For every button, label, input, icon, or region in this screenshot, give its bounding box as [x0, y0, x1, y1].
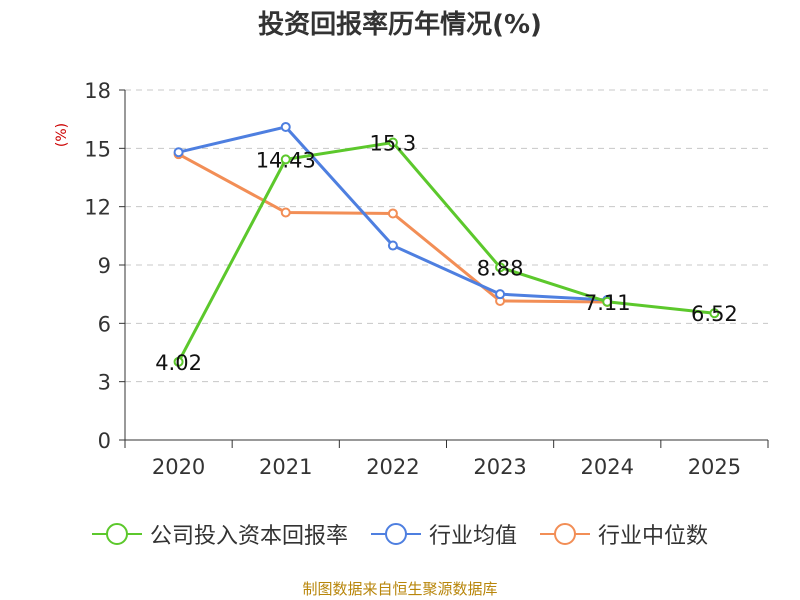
legend-item-company[interactable]: 公司投入资本回报率	[91, 518, 348, 550]
data-label: 7.11	[584, 291, 631, 315]
axes: 0 3 6 9 12 15 18 2020 2021 2022 2023 2024 2025	[84, 79, 769, 479]
y-tick-label: 3	[98, 371, 111, 395]
legend-label: 公司投入资本回报率	[149, 524, 348, 549]
series-line	[177, 140, 715, 363]
data-label: 14.43	[256, 148, 316, 172]
data-labels: 4.02 14.43 15.3 8.88 7.11 6.52	[155, 132, 738, 375]
legend-item-industry-median[interactable]: 行业中位数	[540, 518, 708, 550]
data-point	[387, 137, 398, 148]
legend-marker-company	[91, 523, 142, 545]
data-label: 4.02	[155, 351, 202, 375]
y-tick-label: 18	[84, 79, 111, 103]
legend-marker-industry-median	[540, 523, 590, 545]
x-tick-label: 2025	[688, 455, 741, 479]
chart-title: 投资回报率历年情况(%)	[258, 10, 542, 40]
y-tick-label: 12	[84, 196, 111, 220]
series-lines	[173, 121, 720, 367]
y-tick-label: 0	[98, 429, 111, 453]
legend: 公司投入资本回报率 行业均值 行业中位数	[0, 518, 800, 552]
legend-marker-industry-mean	[370, 523, 421, 545]
data-point	[709, 308, 720, 319]
data-point	[495, 262, 506, 273]
data-point	[280, 154, 291, 165]
data-point	[495, 289, 506, 300]
x-tick-label: 2024	[581, 455, 634, 479]
legend-item-industry-mean[interactable]: 行业均值	[370, 518, 517, 550]
source-note: 制图数据来自恒生聚源数据库	[302, 580, 498, 598]
x-tick-label: 2020	[152, 455, 205, 479]
data-point	[387, 208, 398, 219]
data-point	[173, 147, 184, 158]
x-tick-label: 2021	[259, 455, 312, 479]
data-point	[280, 121, 291, 132]
x-tick-label: 2023	[473, 455, 526, 479]
data-label: 6.52	[691, 302, 738, 326]
y-tick-label: 15	[84, 137, 111, 161]
y-tick-label: 9	[98, 254, 111, 278]
legend-label: 行业均值	[428, 524, 517, 549]
data-point	[387, 240, 398, 251]
data-label: 15.3	[370, 132, 417, 156]
x-tick-label: 2022	[366, 455, 419, 479]
data-point	[173, 356, 184, 367]
legend-label: 行业中位数	[598, 524, 709, 549]
data-point	[280, 207, 291, 218]
data-label: 8.88	[477, 256, 524, 280]
y-tick-label: 6	[98, 312, 111, 336]
gridlines	[125, 89, 768, 383]
data-point	[602, 296, 613, 307]
